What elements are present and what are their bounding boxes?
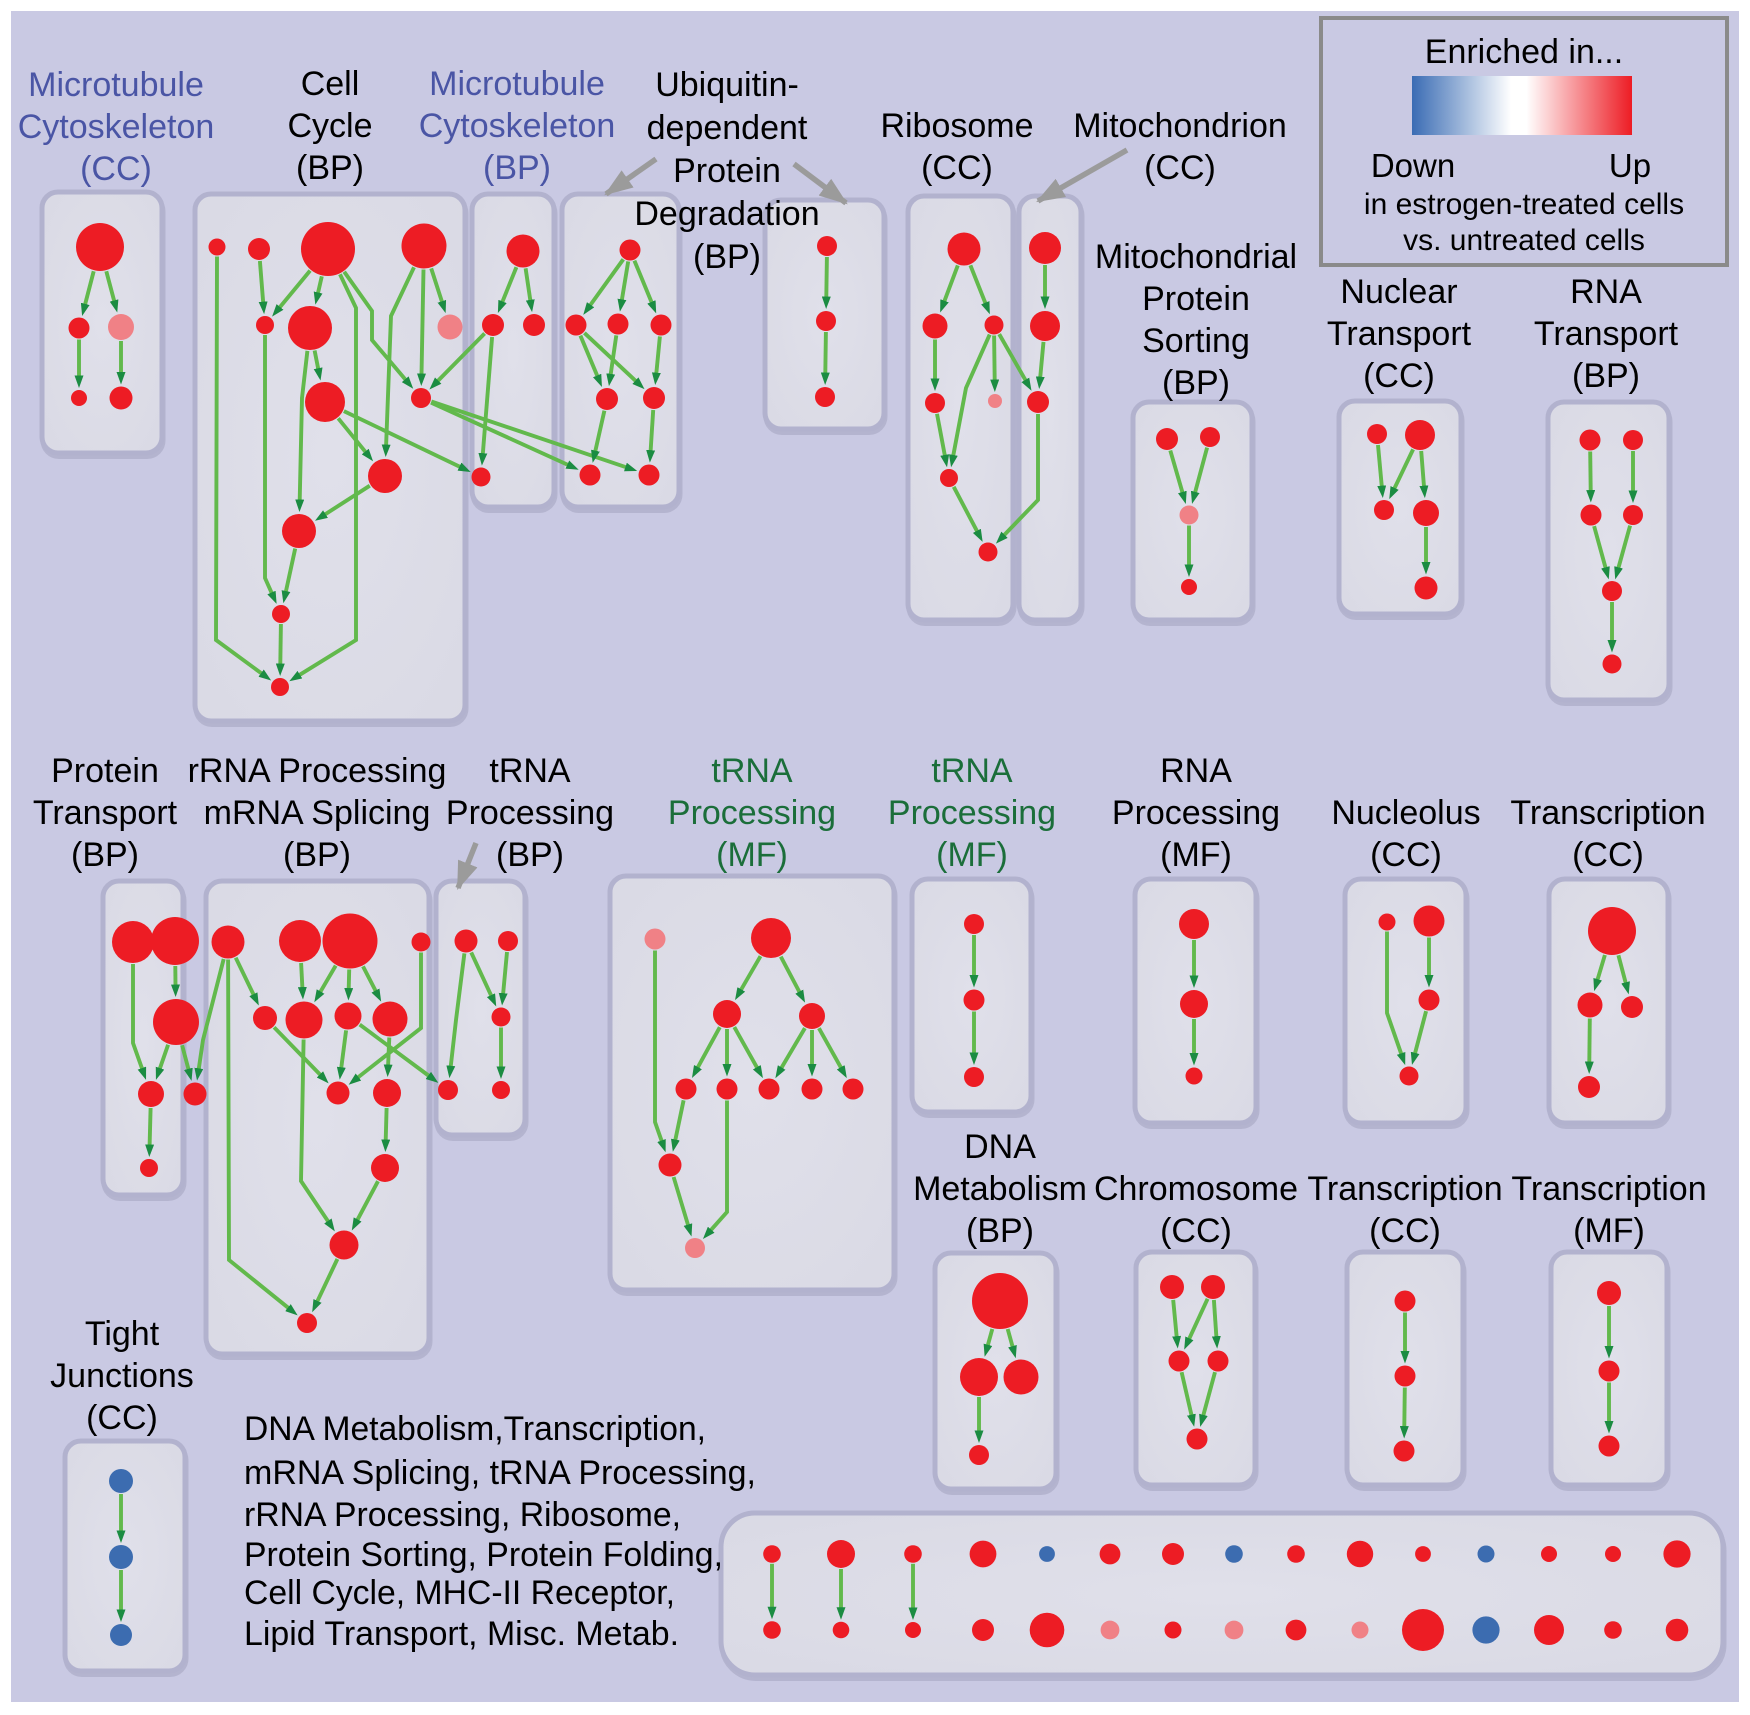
svg-text:(CC): (CC) xyxy=(1160,1212,1232,1250)
svg-text:Junctions: Junctions xyxy=(50,1357,194,1395)
svg-text:tRNA: tRNA xyxy=(489,752,571,790)
svg-text:Transcription: Transcription xyxy=(1510,794,1705,832)
svg-text:(MF): (MF) xyxy=(1573,1212,1645,1250)
svg-text:Protein: Protein xyxy=(51,752,159,790)
svg-text:Transport: Transport xyxy=(1534,315,1679,353)
svg-text:Microtubule: Microtubule xyxy=(28,66,204,104)
svg-text:Chromosome: Chromosome xyxy=(1094,1170,1298,1208)
svg-text:mRNA Splicing, tRNA Processing: mRNA Splicing, tRNA Processing, xyxy=(244,1454,756,1492)
svg-text:Metabolism: Metabolism xyxy=(913,1170,1087,1208)
svg-text:Ribosome: Ribosome xyxy=(880,107,1033,145)
svg-text:Processing: Processing xyxy=(668,794,836,832)
svg-text:DNA Metabolism,Transcription,: DNA Metabolism,Transcription, xyxy=(244,1410,706,1448)
svg-text:(CC): (CC) xyxy=(921,149,993,187)
svg-text:Up: Up xyxy=(1609,147,1651,184)
svg-text:Cell Cycle, MHC-II Receptor,: Cell Cycle, MHC-II Receptor, xyxy=(244,1574,675,1612)
svg-text:RNA: RNA xyxy=(1160,752,1232,790)
svg-text:(CC): (CC) xyxy=(1370,836,1442,874)
svg-text:(BP): (BP) xyxy=(1572,357,1640,395)
svg-text:Protein: Protein xyxy=(1142,280,1250,318)
svg-text:Processing: Processing xyxy=(888,794,1056,832)
svg-text:(CC): (CC) xyxy=(1363,357,1435,395)
svg-text:Protein Sorting, Protein Foldi: Protein Sorting, Protein Folding, xyxy=(244,1536,723,1574)
svg-text:(CC): (CC) xyxy=(1369,1212,1441,1250)
svg-text:Ubiquitin-: Ubiquitin- xyxy=(655,66,799,104)
svg-text:Lipid Transport, Misc. Metab.: Lipid Transport, Misc. Metab. xyxy=(244,1615,679,1653)
svg-text:(BP): (BP) xyxy=(71,836,139,874)
svg-text:Down: Down xyxy=(1371,147,1455,184)
svg-text:(CC): (CC) xyxy=(80,150,152,188)
svg-text:tRNA: tRNA xyxy=(711,752,793,790)
svg-text:rRNA Processing, Ribosome,: rRNA Processing, Ribosome, xyxy=(244,1496,681,1534)
svg-text:Nucleolus: Nucleolus xyxy=(1331,794,1480,832)
svg-text:Cytoskeleton: Cytoskeleton xyxy=(419,107,616,145)
svg-text:Mitochondrion: Mitochondrion xyxy=(1073,107,1287,145)
svg-text:Transcription: Transcription xyxy=(1307,1170,1502,1208)
svg-text:(MF): (MF) xyxy=(1160,836,1232,874)
svg-text:(BP): (BP) xyxy=(966,1212,1034,1250)
svg-text:(BP): (BP) xyxy=(483,149,551,187)
svg-text:Transport: Transport xyxy=(1327,315,1472,353)
svg-text:in estrogen-treated cells: in estrogen-treated cells xyxy=(1364,188,1684,221)
svg-text:Nuclear: Nuclear xyxy=(1340,273,1457,311)
svg-text:Microtubule: Microtubule xyxy=(429,65,605,103)
svg-text:Processing: Processing xyxy=(446,794,614,832)
svg-text:Degradation: Degradation xyxy=(634,195,819,233)
svg-text:DNA: DNA xyxy=(964,1128,1036,1166)
svg-text:mRNA Splicing: mRNA Splicing xyxy=(204,794,431,832)
svg-text:rRNA Processing: rRNA Processing xyxy=(188,752,447,790)
svg-text:(BP): (BP) xyxy=(296,149,364,187)
svg-text:RNA: RNA xyxy=(1570,273,1642,311)
svg-text:(BP): (BP) xyxy=(1162,364,1230,402)
svg-text:Transcription: Transcription xyxy=(1511,1170,1706,1208)
svg-text:tRNA: tRNA xyxy=(931,752,1013,790)
svg-text:Mitochondrial: Mitochondrial xyxy=(1095,238,1297,276)
svg-text:(BP): (BP) xyxy=(496,836,564,874)
svg-text:Cytoskeleton: Cytoskeleton xyxy=(18,108,215,146)
svg-text:(CC): (CC) xyxy=(1572,836,1644,874)
svg-text:Protein: Protein xyxy=(673,152,781,190)
svg-text:Tight: Tight xyxy=(85,1315,160,1353)
svg-text:(CC): (CC) xyxy=(1144,149,1216,187)
svg-text:Cycle: Cycle xyxy=(287,107,372,145)
svg-text:vs. untreated cells: vs. untreated cells xyxy=(1403,224,1645,257)
svg-text:Processing: Processing xyxy=(1112,794,1280,832)
svg-text:dependent: dependent xyxy=(647,109,808,147)
svg-text:Enriched in...: Enriched in... xyxy=(1425,33,1623,71)
svg-text:(CC): (CC) xyxy=(86,1399,158,1437)
svg-text:Transport: Transport xyxy=(33,794,178,832)
svg-text:(BP): (BP) xyxy=(283,836,351,874)
svg-text:(MF): (MF) xyxy=(936,836,1008,874)
svg-text:(BP): (BP) xyxy=(693,238,761,276)
svg-text:(MF): (MF) xyxy=(716,836,788,874)
svg-text:Sorting: Sorting xyxy=(1142,322,1250,360)
svg-text:Cell: Cell xyxy=(301,65,360,103)
